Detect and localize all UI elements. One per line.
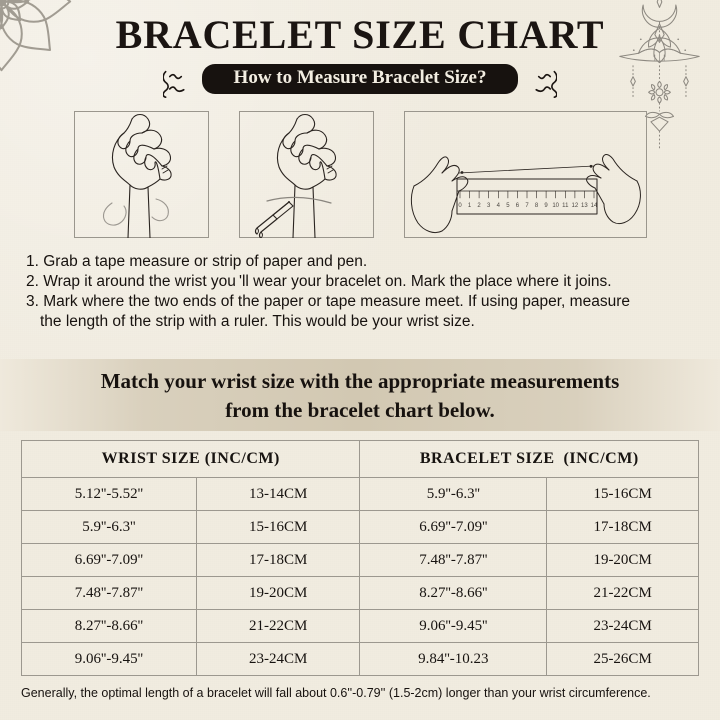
- svg-text:12: 12: [572, 203, 579, 209]
- svg-text:10: 10: [552, 203, 559, 209]
- svg-text:3: 3: [487, 203, 491, 209]
- svg-text:9: 9: [544, 203, 548, 209]
- svg-text:7: 7: [525, 203, 529, 209]
- svg-text:0: 0: [458, 203, 462, 209]
- svg-text:13: 13: [581, 203, 588, 209]
- svg-text:4: 4: [497, 203, 501, 209]
- svg-text:8: 8: [535, 203, 539, 209]
- svg-text:2: 2: [477, 203, 481, 209]
- svg-text:1: 1: [468, 203, 472, 209]
- svg-text:6: 6: [516, 203, 520, 209]
- svg-text:14: 14: [591, 203, 598, 209]
- svg-text:5: 5: [506, 203, 510, 209]
- svg-text:11: 11: [562, 203, 569, 209]
